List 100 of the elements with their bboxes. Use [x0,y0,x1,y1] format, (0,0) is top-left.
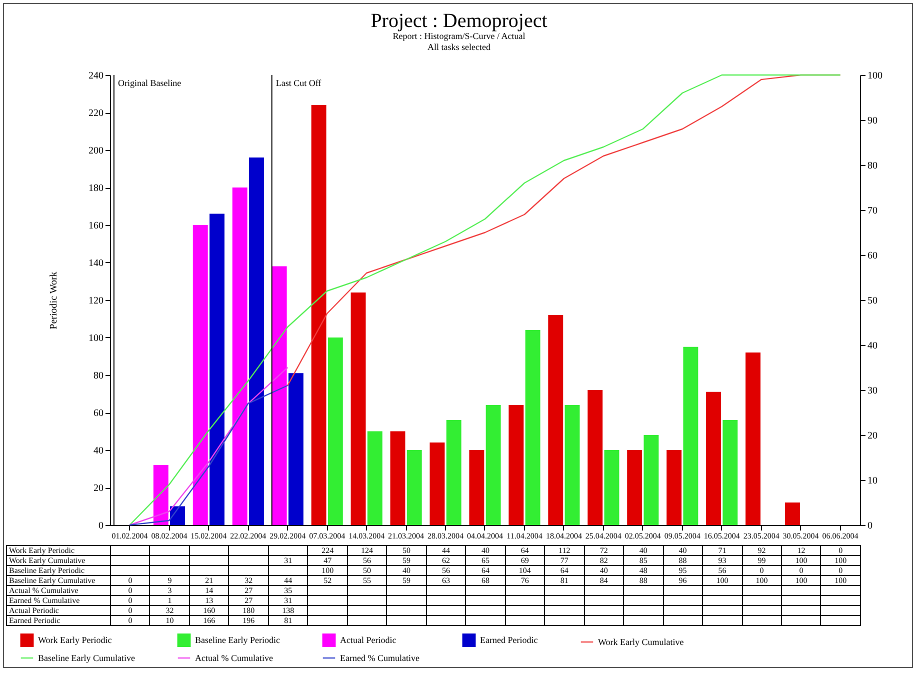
legend-label: Baseline Early Cumulative [38,653,135,663]
data-label: 64 [544,566,584,576]
data-label: 56 [702,566,742,576]
legend-label: Work Early Cumulative [598,637,684,647]
y2-tick-label: 50 [868,296,878,306]
data-label: 92 [742,546,782,556]
x-tick-label: 28.03.2004 [428,532,464,540]
data-label: 88 [624,576,664,586]
text: Baseline Early Periodic [9,566,85,575]
data-label: 96 [663,576,703,586]
data-label: 100 [781,576,821,586]
data-label: 99 [742,556,782,566]
data-label: 0 [110,606,150,616]
bar [153,465,168,525]
y-tick-label: 240 [88,70,104,82]
data-label: 138 [268,606,308,616]
y-tick-label: 100 [88,333,104,344]
data-label: 31 [268,556,308,566]
y-tick-label: 140 [88,258,104,269]
bar [722,420,738,525]
data-label: 21 [189,576,229,586]
data-label: 62 [426,556,466,566]
data-label: 13 [189,596,229,606]
data-label: 77 [544,556,584,566]
data-label: 35 [268,586,308,596]
data-label: 112 [544,546,584,556]
bar [469,450,484,525]
bar [328,338,343,525]
chart-title: Project : Demoproject [370,10,548,32]
bar [430,442,445,525]
data-label: 44 [426,546,466,556]
data-label: 44 [268,576,308,586]
data-label: 56 [347,556,387,566]
x-tick-label: 09.05.2004 [664,532,700,540]
x-tick-label: 30.05.2004 [782,532,819,540]
text: Work Early Cumulative [9,556,86,565]
bar [627,450,642,525]
y2-tick-label: 90 [868,116,878,126]
y-tick-label: 80 [94,370,104,382]
bar [706,392,722,525]
y-tick-label: 160 [88,220,104,232]
y2-tick-label: 20 [868,430,878,442]
data-label: 31 [268,596,308,606]
text: Actual Periodic [9,606,59,615]
y-tick-label: 220 [88,108,104,119]
bar [666,450,682,525]
y2-tick-label: 0 [868,520,872,532]
data-label: 47 [308,556,348,566]
bar [367,431,382,525]
legend-label: Earned Periodic [480,635,538,646]
x-tick-label: 25.04.2004 [585,532,622,540]
data-label: 32 [228,576,268,586]
chart-subtitle: Report : Histogram/S-Curve / Actual [392,31,526,41]
bar [785,502,800,525]
bar [248,158,264,525]
data-label: 50 [386,546,426,556]
y2-tick-label: 80 [868,160,878,172]
data-label: 0 [820,546,860,556]
y-tick-label: 0 [98,520,104,532]
data-label: 14 [189,586,229,596]
legend-label: Actual Periodic [340,635,396,646]
data-label: 27 [228,596,268,606]
legend-label: Baseline Early Periodic [195,635,280,646]
data-label: 59 [386,556,426,566]
bar [210,214,224,525]
data-label: 81 [544,576,584,586]
bar [288,373,304,525]
data-label: 100 [702,576,742,586]
x-tick-label: 06.06.2004 [822,532,858,540]
x-tick-label: 21.03.2004 [388,532,424,540]
x-tick-label: 18.04.2004 [546,532,582,540]
bar [548,315,564,525]
data-label: 0 [110,586,150,596]
data-label: 48 [624,566,664,576]
bar [170,506,185,525]
bar [390,431,406,525]
y2-tick-label: 40 [868,340,878,352]
data-label: 1 [150,596,190,606]
x-tick-label: 02.05.2004 [624,532,661,540]
data-label: 40 [584,566,624,576]
data-label: 166 [189,616,229,626]
y-tick-label: 180 [88,183,104,194]
bar [446,420,462,525]
text: Baseline Early Cumulative [9,576,96,585]
bar [564,405,580,525]
text: Earned Periodic [9,616,60,625]
bar [192,225,208,525]
data-label: 69 [505,556,545,566]
data-label: 63 [426,576,466,586]
x-tick-label: 08.02.2004 [151,532,188,540]
data-label: 0 [820,566,860,576]
x-tick-label: 01.02.2004 [112,532,148,540]
data-label: 52 [308,576,348,586]
data-label: 0 [110,576,150,586]
data-label: 50 [347,566,387,576]
x-tick-label: 07.03.2004 [309,532,346,540]
data-label: 64 [505,546,545,556]
x-tick-label: 04.04.2004 [467,532,503,540]
data-label: 40 [663,546,703,556]
data-label: 100 [742,576,782,586]
